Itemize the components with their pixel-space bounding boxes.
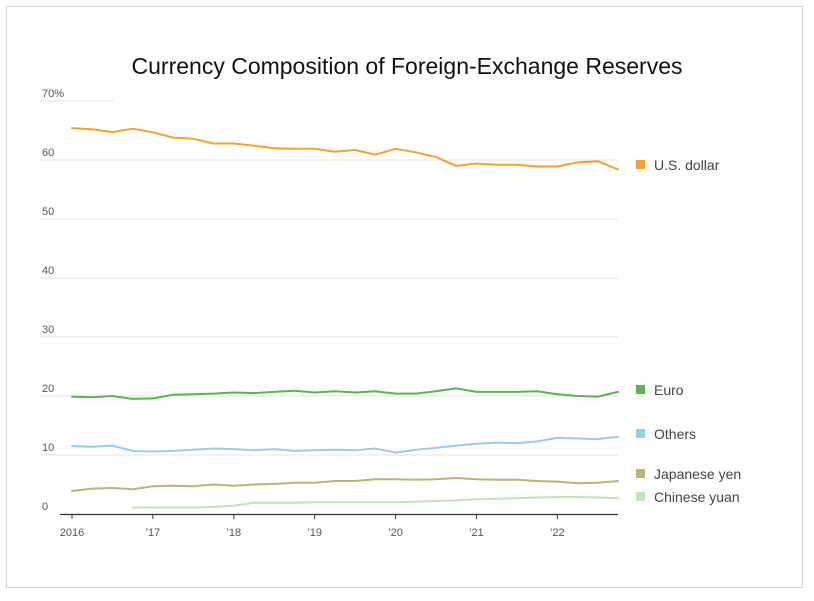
legend-label-euro: Euro [654, 382, 684, 398]
legend: U.S. dollar Euro Others Japanese yen Chinese… [636, 157, 741, 505]
legend-label-others: Others [654, 426, 696, 442]
x-axis: 2016 ’17 ’18 ’19 ’20 ’21 ’22 [60, 513, 618, 539]
y-tick-label: 50 [42, 206, 54, 218]
legend-swatch-chinese-yuan [636, 492, 645, 501]
y-axis-ticks: 70% 60 50 40 30 20 10 0 [42, 88, 64, 513]
x-tick-label: ’20 [388, 527, 403, 539]
series-line-japanese-yen [71, 477, 619, 492]
legend-label-u-s-dollar: U.S. dollar [654, 157, 720, 173]
series-line-others [71, 435, 619, 454]
y-tick-label: 30 [42, 324, 54, 336]
y-tick-label: 60 [42, 147, 54, 159]
series-lines [71, 127, 619, 509]
series-line-u-s-dollar [71, 127, 619, 171]
legend-swatch-euro [636, 385, 645, 394]
legend-label-chinese-yuan: Chinese yuan [654, 489, 740, 505]
y-tick-label: 20 [42, 383, 54, 395]
x-tick-label: ’17 [146, 527, 161, 539]
legend-swatch-u-s-dollar [636, 160, 645, 169]
y-tick-label: 0 [42, 501, 48, 513]
series-line-chinese-yuan [131, 495, 619, 509]
legend-swatch-japanese-yen [636, 469, 645, 478]
chart-frame [6, 6, 803, 588]
legend-label-japanese-yen: Japanese yen [654, 466, 741, 482]
y-tick-label: 70% [42, 88, 64, 100]
chart-title: Currency Composition of Foreign-Exchange… [131, 53, 683, 79]
x-tick-label: ’18 [226, 527, 241, 539]
y-tick-label: 10 [42, 442, 54, 454]
x-tick-label: ’21 [469, 527, 484, 539]
x-tick-label: ’22 [550, 527, 565, 539]
gridlines [40, 100, 618, 456]
y-tick-label: 40 [42, 265, 54, 277]
legend-swatch-others [636, 429, 645, 438]
x-tick-label: ’19 [307, 527, 322, 539]
series-line-euro [71, 387, 619, 400]
x-tick-label: 2016 [60, 527, 84, 539]
